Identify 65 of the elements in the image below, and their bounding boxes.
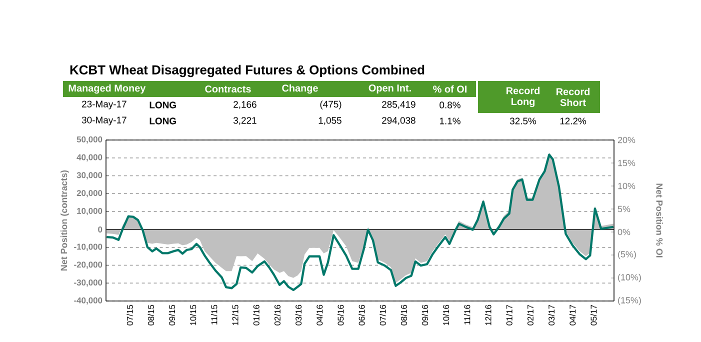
text: 1.1% [440,118,460,124]
x-tick-label: 10/15 [190,304,196,326]
x-tick-label: 09/15 [168,304,176,326]
x-tick-label: 10/16 [442,304,450,326]
x-tick-label: 08/16 [400,304,407,326]
x-tick-label: 11/16 [464,304,470,324]
x-tick-label: 04/16 [316,304,323,326]
x-tick-label: 04/17 [569,304,576,326]
text: Open Int. [368,84,411,94]
y2-tick-label: 0% [618,228,630,236]
text: 12.2% [560,118,586,124]
x-tick-label: 02/17 [527,304,534,326]
y2-tick-label: 5% [618,206,630,212]
text: 23-May-17 [82,100,126,110]
y2-tick-label: (10%) [618,274,641,282]
y-tick-label: 0 [98,226,102,232]
text: LONG [150,118,176,124]
y-tick-label: -10,000 [74,244,102,251]
text: 30-May-17 [82,116,126,126]
x-tick-label: 02/16 [274,304,280,326]
y-tick-label: 30,000 [76,172,102,180]
x-tick-label: 03/17 [548,304,555,326]
text: 294,038 [382,117,416,125]
x-tick-label: 08/15 [148,304,154,326]
y-tick-label: 10,000 [77,208,102,216]
x-tick-label: 06/16 [358,304,365,326]
y2-tick-label: 15% [618,160,636,166]
y-tick-label: 50,000 [76,136,102,144]
y-tick-label: 40,000 [76,154,102,162]
text: LONG [150,102,176,108]
text: Record Short [556,88,590,106]
text: Change [282,84,318,94]
y-tick-label: -30,000 [74,280,102,287]
x-tick-label: 12/16 [485,304,492,326]
text: 2,166 [234,101,256,109]
y2-tick-label: 20% [618,136,636,144]
y-tick-label: 20,000 [76,190,102,198]
x-tick-label: 12/15 [232,304,238,326]
x-tick-label: 07/16 [380,304,386,326]
x-tick-label: 05/16 [338,304,344,326]
x-tick-label: 05/17 [590,304,597,326]
text: (475) [320,100,342,110]
y2-tick-label: (15%) [618,296,641,306]
x-tick-label: 03/16 [295,304,302,326]
y2-tick-label: 10% [618,182,636,190]
x-tick-label: 09/16 [422,304,428,326]
text: % of OI [433,85,466,93]
text: Record Long [506,86,540,108]
x-tick-label: 11/15 [211,304,218,324]
text: 3,221 [233,117,256,125]
text: 32.5% [510,118,536,124]
text: Managed Money [68,84,146,94]
x-tick-label: 01/17 [506,304,512,326]
y2-axis-title: Net Position % OI [656,184,663,258]
text: Contracts [205,85,251,93]
text: 0.8% [440,102,460,108]
x-tick-label: 07/15 [126,304,133,326]
y-axis-title: Net Position (contracts) [60,170,69,270]
y2-tick-label: (5%) [618,250,636,260]
text: 285,419 [382,101,416,109]
x-tick-label: 01/16 [253,304,260,326]
chart-title: KCBT Wheat Disaggregated Futures & Options Combined [70,64,424,78]
y-tick-label: -40,000 [74,297,102,305]
text: 1,055 [318,117,342,125]
y-tick-label: -20,000 [74,262,102,269]
